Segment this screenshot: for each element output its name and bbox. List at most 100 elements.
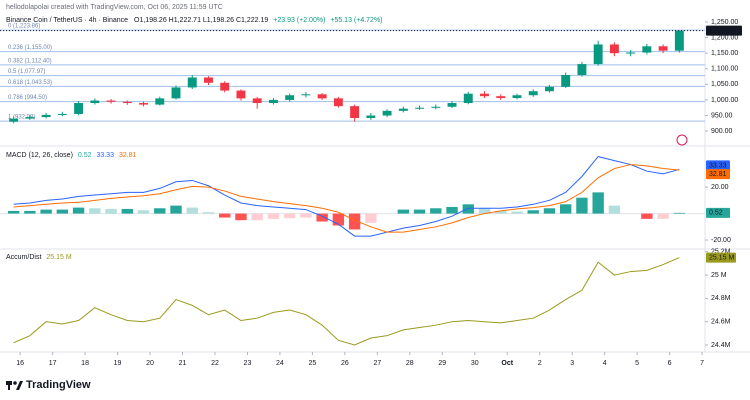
- brand-name: TradingView: [26, 379, 91, 391]
- y-tick-label: -20.00: [711, 237, 731, 244]
- y-tick-label: 1,200.00: [711, 34, 738, 41]
- histogram-bar: [105, 208, 117, 214]
- candle-body: [285, 95, 295, 100]
- symbol-title: Binance Coin / TetherUS · 4h · Binance: [6, 17, 128, 24]
- histogram-bar: [40, 209, 52, 214]
- fib-label: 0.5 (1,077.97): [8, 69, 45, 75]
- candle-body: [528, 91, 538, 96]
- logo-part: [16, 381, 23, 390]
- ad-value: 25.15 M: [46, 254, 71, 261]
- x-tick-label: 20: [146, 360, 154, 367]
- macd-hist-value: 0.52: [78, 152, 92, 159]
- histogram-bar: [24, 210, 36, 214]
- y-tick-label: 1,000.00: [711, 97, 738, 104]
- x-tick-label: 18: [81, 360, 89, 367]
- candle-body: [463, 93, 473, 104]
- candle-body: [139, 103, 148, 105]
- macd-line: [13, 156, 680, 237]
- candle-body: [155, 98, 165, 105]
- x-tick-label: 2: [538, 360, 542, 367]
- value-box-label: 32.81: [709, 171, 727, 178]
- y-tick-label: 20.00: [711, 184, 729, 191]
- x-tick-label: 26: [341, 360, 349, 367]
- y-tick-label: 24.4M: [711, 342, 731, 349]
- y-tick-label: 1,150.00: [711, 50, 738, 57]
- histogram-bar: [170, 205, 182, 214]
- y-tick-label: 1,100.00: [711, 66, 738, 73]
- candle-body: [480, 93, 489, 97]
- x-tick-label: 23: [244, 360, 252, 367]
- candle-body: [236, 90, 246, 99]
- x-tick-label: 28: [406, 360, 414, 367]
- x-tick-label: 27: [373, 360, 381, 367]
- histogram-bar: [641, 213, 653, 219]
- x-tick-label: 7: [700, 360, 704, 367]
- histogram-bar: [527, 210, 539, 214]
- value-box-label: 0.52: [709, 210, 723, 217]
- macd-line-value: 33.33: [96, 152, 114, 159]
- histogram-bar: [673, 212, 686, 214]
- candle-body: [512, 95, 522, 99]
- y-tick-label: 1,050.00: [711, 81, 738, 88]
- candle-body: [544, 86, 554, 92]
- candle-body: [57, 113, 67, 115]
- histogram-bar: [251, 213, 263, 221]
- value-box: [706, 207, 730, 218]
- y-tick-label: 25.2M: [711, 249, 731, 256]
- candle-body: [301, 94, 311, 96]
- histogram-bar: [495, 210, 507, 214]
- histogram-bar: [348, 213, 361, 230]
- x-tick-label: 5: [635, 360, 639, 367]
- histogram-bar: [543, 208, 556, 214]
- macd-signal-value: 32.81: [119, 152, 137, 159]
- histogram-bar: [300, 213, 312, 218]
- histogram-bar: [446, 206, 458, 214]
- histogram-bar: [56, 209, 69, 214]
- histogram-bar: [592, 192, 604, 214]
- candle-body: [106, 100, 116, 102]
- histogram-bar: [657, 213, 669, 219]
- histogram-bar: [283, 213, 296, 219]
- candle-body: [268, 99, 278, 104]
- candle-body: [642, 46, 652, 53]
- candle-body: [398, 108, 408, 111]
- candle-body: [496, 96, 506, 99]
- candle-body: [220, 82, 230, 91]
- histogram-bar: [267, 213, 280, 219]
- alert-icon[interactable]: [676, 134, 688, 146]
- symbol-header: Binance Coin / TetherUS · 4h · Binance O…: [6, 17, 383, 24]
- histogram-bar: [202, 212, 215, 214]
- histogram-bar: [121, 208, 133, 214]
- candle-body: [350, 106, 360, 118]
- candle-body: [90, 100, 100, 104]
- histogram-bar: [608, 205, 621, 214]
- value-box-label: 25.15 M: [709, 254, 734, 261]
- candle-body: [25, 117, 35, 119]
- histogram-bar: [219, 213, 231, 218]
- histogram-bar: [560, 204, 572, 214]
- candle-body: [577, 64, 587, 75]
- histogram-bar: [72, 207, 85, 214]
- candle-body: [122, 101, 132, 104]
- y-tick-label: 900.00: [711, 128, 733, 135]
- histogram-bar: [7, 210, 20, 214]
- x-tick-label: 24: [276, 360, 284, 367]
- value-box: [706, 252, 736, 263]
- candle-body: [415, 107, 425, 109]
- candle-body: [609, 44, 619, 54]
- last-price-box: [706, 25, 742, 36]
- macd-line: [13, 164, 680, 233]
- histogram-bar: [154, 208, 166, 214]
- ohlc-readout: O1,198.26 H1,222.71 L1,198.26 C1,222.19: [134, 17, 268, 24]
- value-box: [706, 160, 730, 171]
- histogram-bar: [316, 213, 328, 222]
- x-tick-label: 21: [179, 360, 187, 367]
- ad-legend: Accum/Dist 25.15 M: [6, 254, 72, 261]
- brand-logo: [6, 381, 23, 390]
- x-tick-label: 3: [570, 360, 574, 367]
- histogram-bar: [365, 213, 377, 223]
- candle-body: [252, 98, 262, 104]
